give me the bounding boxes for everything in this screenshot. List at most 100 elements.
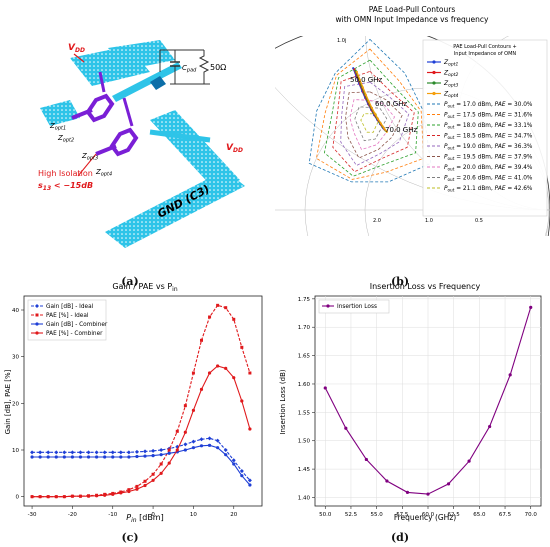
data-point	[151, 448, 156, 453]
pae-contour	[308, 38, 432, 183]
x-tick-label: 0	[151, 512, 155, 518]
pae-contour	[360, 113, 380, 133]
trace-2	[95, 144, 117, 156]
legend-label: Gain [dB] - Ideal	[46, 304, 94, 310]
y-tick-label: 30	[12, 355, 19, 361]
data-point	[364, 457, 368, 462]
caption-c: (c)	[121, 531, 139, 544]
pae-contour	[332, 70, 415, 173]
data-point	[159, 471, 163, 475]
data-point	[135, 484, 139, 488]
pae-contour	[345, 91, 403, 159]
data-point	[103, 455, 107, 459]
panel-d: Insertion Loss vs Frequency Frequency (G…	[275, 272, 550, 547]
data-point	[78, 455, 83, 459]
coupler-lower	[109, 127, 139, 157]
x-tick-label: 10	[190, 512, 197, 518]
trace-3	[98, 71, 106, 93]
series-line	[32, 437, 251, 481]
y-tick-label: 1.70	[298, 325, 311, 331]
resistor	[198, 50, 210, 84]
data-point	[323, 386, 327, 390]
data-point	[232, 317, 236, 321]
il-ylabel: Insertion Loss (dB)	[279, 369, 287, 435]
data-point	[508, 373, 512, 377]
data-point	[62, 455, 66, 459]
isolation-label: High Isolation	[38, 169, 93, 178]
zopt-point	[367, 100, 370, 103]
data-point	[102, 450, 107, 455]
x-tick-label: -10	[108, 512, 117, 518]
cpad-label: Cpad	[182, 64, 197, 74]
data-point	[110, 450, 115, 455]
legend-marker	[35, 331, 39, 335]
ground-plane-left	[40, 100, 80, 126]
zopt-point	[385, 130, 388, 133]
data-point	[143, 483, 147, 488]
zopt1-label: Zopt1	[49, 122, 66, 132]
gain-ylabel: Gain [dB], PAE [%]	[4, 369, 12, 434]
data-point	[248, 427, 252, 431]
freq-label-70: 70.0 GHz	[385, 126, 417, 134]
y-tick-label: 10	[12, 448, 19, 454]
data-point	[62, 450, 67, 455]
data-point	[70, 450, 75, 455]
data-point	[62, 495, 66, 499]
legend-label: Pout = 19.0 dBm, PAE = 36.3%	[444, 144, 533, 151]
zopt-point	[358, 78, 361, 81]
caption-a: (a)	[121, 275, 139, 288]
data-point	[215, 438, 220, 443]
data-point	[159, 453, 163, 457]
data-point	[127, 488, 131, 492]
data-point	[151, 472, 155, 476]
zopt4-label: Zopt4	[95, 168, 112, 178]
data-point	[86, 450, 91, 455]
data-point	[143, 449, 148, 454]
legend-label: Pout = 17.0 dBm, PAE = 30.0%	[444, 102, 533, 109]
freq-label-60: 60.0 GHz	[375, 100, 407, 108]
data-point	[467, 459, 471, 463]
legend-marker	[432, 81, 436, 85]
trace-1	[71, 108, 93, 120]
legend-label: PAE [%] - Ideal	[46, 313, 89, 319]
legend-label: Pout = 20.6 dBm, PAE = 41.0%	[444, 176, 533, 183]
res-label: 50Ω	[210, 63, 226, 72]
data-point	[208, 315, 212, 319]
gain-xlabel: Pin [dBm]	[126, 513, 163, 524]
legend-label: Zopt1	[443, 59, 458, 68]
y-tick-label: 1.60	[298, 382, 311, 388]
trace-4	[122, 97, 134, 127]
data-point	[232, 462, 236, 466]
zopt3-label: Zopt3	[81, 152, 98, 162]
x-tick-label: 50.0	[319, 512, 332, 518]
data-point	[38, 495, 42, 499]
legend-label: Pout = 20.0 dBm, PAE = 39.4%	[444, 165, 533, 172]
y-tick-label: 1.45	[298, 467, 311, 473]
data-point	[70, 455, 75, 459]
pae-contour	[323, 59, 419, 177]
data-point	[46, 450, 51, 455]
data-point	[143, 479, 147, 483]
zopt-point	[364, 93, 367, 96]
zopt2-label: Zopt2	[57, 134, 74, 144]
series-line	[32, 444, 251, 486]
data-point	[446, 482, 451, 486]
gain-title: Gain / PAE vs Pin	[112, 282, 177, 293]
smith-title: PAE Load-Pull Contours	[369, 5, 456, 14]
x-tick-label: 20	[230, 512, 237, 518]
data-point	[224, 366, 228, 370]
y-tick-label: 0	[16, 495, 20, 501]
zopt-point	[373, 112, 376, 115]
y-tick-label: 20	[12, 401, 19, 407]
pae-contour	[315, 48, 425, 180]
data-point	[151, 454, 155, 458]
smith-label-1: 1.0	[425, 218, 433, 224]
data-point	[183, 442, 188, 447]
data-point	[143, 454, 147, 458]
data-point	[151, 478, 155, 482]
data-point	[126, 450, 131, 455]
data-point	[175, 448, 179, 452]
zopt-point	[379, 122, 382, 125]
pae-contour	[354, 106, 388, 142]
x-tick-label: -20	[68, 512, 77, 518]
